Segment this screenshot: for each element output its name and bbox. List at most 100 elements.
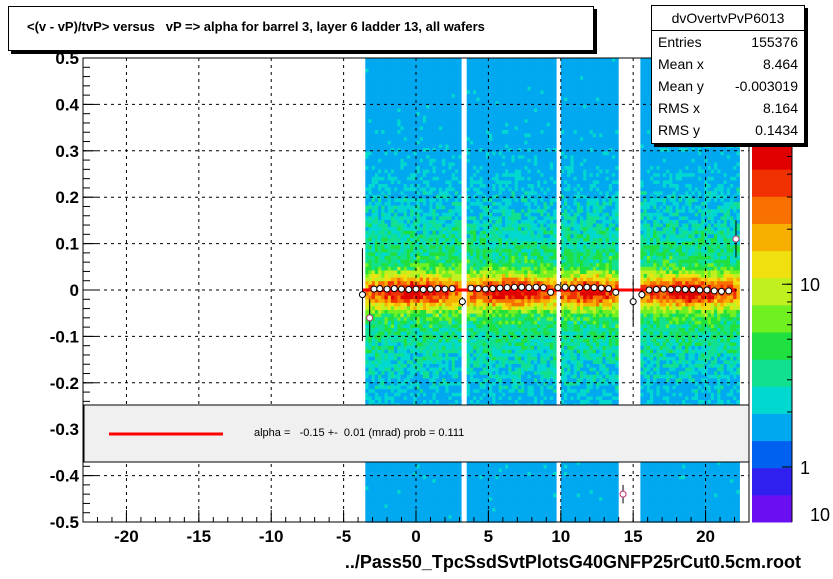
- heatmap-cell: [368, 486, 372, 491]
- heatmap-cell: [482, 497, 487, 502]
- heatmap-cell: [473, 202, 477, 206]
- heatmap-cell: [458, 86, 462, 91]
- heatmap-cell: [479, 263, 483, 268]
- heatmap-cell: [485, 112, 490, 116]
- heatmap-cell: [485, 176, 490, 181]
- heatmap-cell: [387, 338, 392, 343]
- heatmap-cell: [435, 209, 440, 214]
- heatmap-cell: [387, 349, 392, 354]
- heatmap-cell: [374, 191, 379, 196]
- heatmap-cell: [413, 86, 417, 91]
- heatmap-cell: [374, 374, 379, 379]
- heatmap-cell: [390, 302, 395, 307]
- heatmap-cell: [429, 486, 433, 491]
- heatmap-cell: [406, 130, 411, 134]
- heatmap-cell: [454, 263, 459, 268]
- heatmap-cell: [403, 396, 408, 401]
- heatmap-cell: [406, 155, 411, 160]
- heatmap-cell: [378, 94, 382, 98]
- heatmap-cell: [432, 338, 436, 343]
- heatmap-cell: [466, 94, 471, 98]
- heatmap-cell: [416, 202, 420, 206]
- heatmap-cell: [413, 490, 417, 494]
- heatmap-cell: [400, 72, 404, 77]
- heatmap-cell: [371, 317, 376, 322]
- heatmap-cell: [426, 518, 430, 523]
- heatmap-cell: [442, 511, 446, 516]
- heatmap-cell: [387, 508, 392, 512]
- heatmap-cell: [485, 356, 490, 361]
- heatmap-cell: [492, 108, 496, 113]
- heatmap-cell: [438, 342, 443, 347]
- heatmap-cell: [416, 220, 420, 224]
- heatmap-cell: [403, 72, 408, 77]
- heatmap-cell: [419, 115, 424, 120]
- heatmap-cell: [378, 338, 382, 343]
- heatmap-cell: [374, 400, 379, 404]
- heatmap-cell: [432, 500, 436, 505]
- heatmap-cell: [429, 173, 433, 178]
- heatmap-cell: [416, 497, 420, 502]
- heatmap-cell: [397, 119, 401, 124]
- heatmap-cell: [387, 490, 392, 494]
- heatmap-cell: [473, 324, 477, 329]
- heatmap-cell: [442, 220, 446, 224]
- heatmap-cell: [390, 104, 395, 109]
- heatmap-cell: [390, 349, 395, 354]
- heatmap-cell: [416, 475, 420, 480]
- heatmap-cell: [397, 378, 401, 383]
- heatmap-cell: [413, 119, 417, 124]
- heatmap-cell: [384, 86, 388, 91]
- heatmap-cell: [410, 382, 414, 386]
- heatmap-cell: [438, 58, 443, 62]
- heatmap-cell: [442, 166, 446, 170]
- heatmap-cell: [422, 58, 427, 62]
- heatmap-cell: [365, 482, 369, 487]
- heatmap-cell: [466, 349, 471, 354]
- heatmap-cell: [451, 86, 456, 91]
- heatmap-cell: [397, 518, 401, 523]
- heatmap-cell: [410, 266, 414, 271]
- heatmap-cell: [387, 256, 392, 260]
- heatmap-cell: [403, 115, 408, 120]
- heatmap-cell: [454, 104, 459, 109]
- heatmap-cell: [469, 216, 474, 221]
- heatmap-cell: [476, 166, 480, 170]
- heatmap-cell: [374, 479, 379, 484]
- heatmap-cell: [394, 472, 398, 476]
- heatmap-cell: [448, 144, 452, 149]
- heatmap-cell: [400, 295, 404, 300]
- heatmap-cell: [387, 104, 392, 109]
- heatmap-cell: [394, 241, 398, 246]
- heatmap-cell: [435, 335, 440, 340]
- heatmap-cell: [422, 504, 427, 509]
- heatmap-cell: [371, 302, 376, 307]
- heatmap-cell: [489, 295, 493, 300]
- heatmap-cell: [458, 115, 462, 120]
- heatmap-cell: [368, 511, 372, 516]
- heatmap-cell: [492, 292, 496, 296]
- heatmap-cell: [406, 486, 411, 491]
- heatmap-cell: [368, 371, 372, 376]
- heatmap-cell: [492, 220, 496, 224]
- heatmap-cell: [368, 126, 372, 131]
- heatmap-cell: [469, 173, 474, 178]
- heatmap-cell: [438, 472, 443, 476]
- heatmap-cell: [492, 68, 496, 73]
- heatmap-cell: [426, 295, 430, 300]
- heatmap-cell: [390, 461, 395, 466]
- heatmap-cell: [442, 122, 446, 127]
- heatmap-cell: [469, 184, 474, 188]
- heatmap-cell: [416, 320, 420, 325]
- heatmap-cell: [419, 259, 424, 264]
- heatmap-cell: [410, 335, 414, 340]
- heatmap-cell: [476, 320, 480, 325]
- heatmap-cell: [454, 122, 459, 127]
- heatmap-cell: [445, 130, 449, 134]
- heatmap-cell: [410, 241, 414, 246]
- heatmap-cell: [451, 252, 456, 257]
- heatmap-cell: [451, 331, 456, 336]
- heatmap-cell: [445, 119, 449, 124]
- heatmap-cell: [482, 209, 487, 214]
- heatmap-cell: [458, 277, 462, 282]
